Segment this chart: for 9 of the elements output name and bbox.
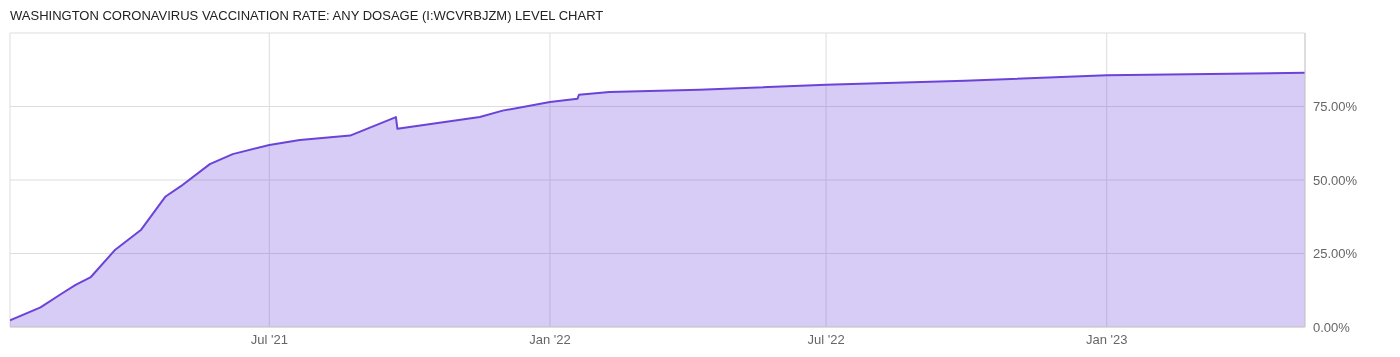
x-tick-label: Jan '23 — [1085, 332, 1128, 348]
x-tick-label: Jan '22 — [529, 332, 571, 348]
y-tick-label: 0.00% — [1313, 319, 1351, 335]
x-tick-label: Jul '22 — [807, 332, 845, 348]
y-tick-label: 25.00% — [1313, 246, 1358, 262]
x-tick-label: Jul '21 — [250, 332, 288, 348]
y-tick-label: 75.00% — [1313, 99, 1358, 115]
y-tick-label: 50.00% — [1313, 172, 1358, 188]
chart-title: WASHINGTON CORONAVIRUS VACCINATION RATE: ANY DOSAGE (I:WCVRBJZM) LEVEL CHART — [10, 8, 604, 23]
